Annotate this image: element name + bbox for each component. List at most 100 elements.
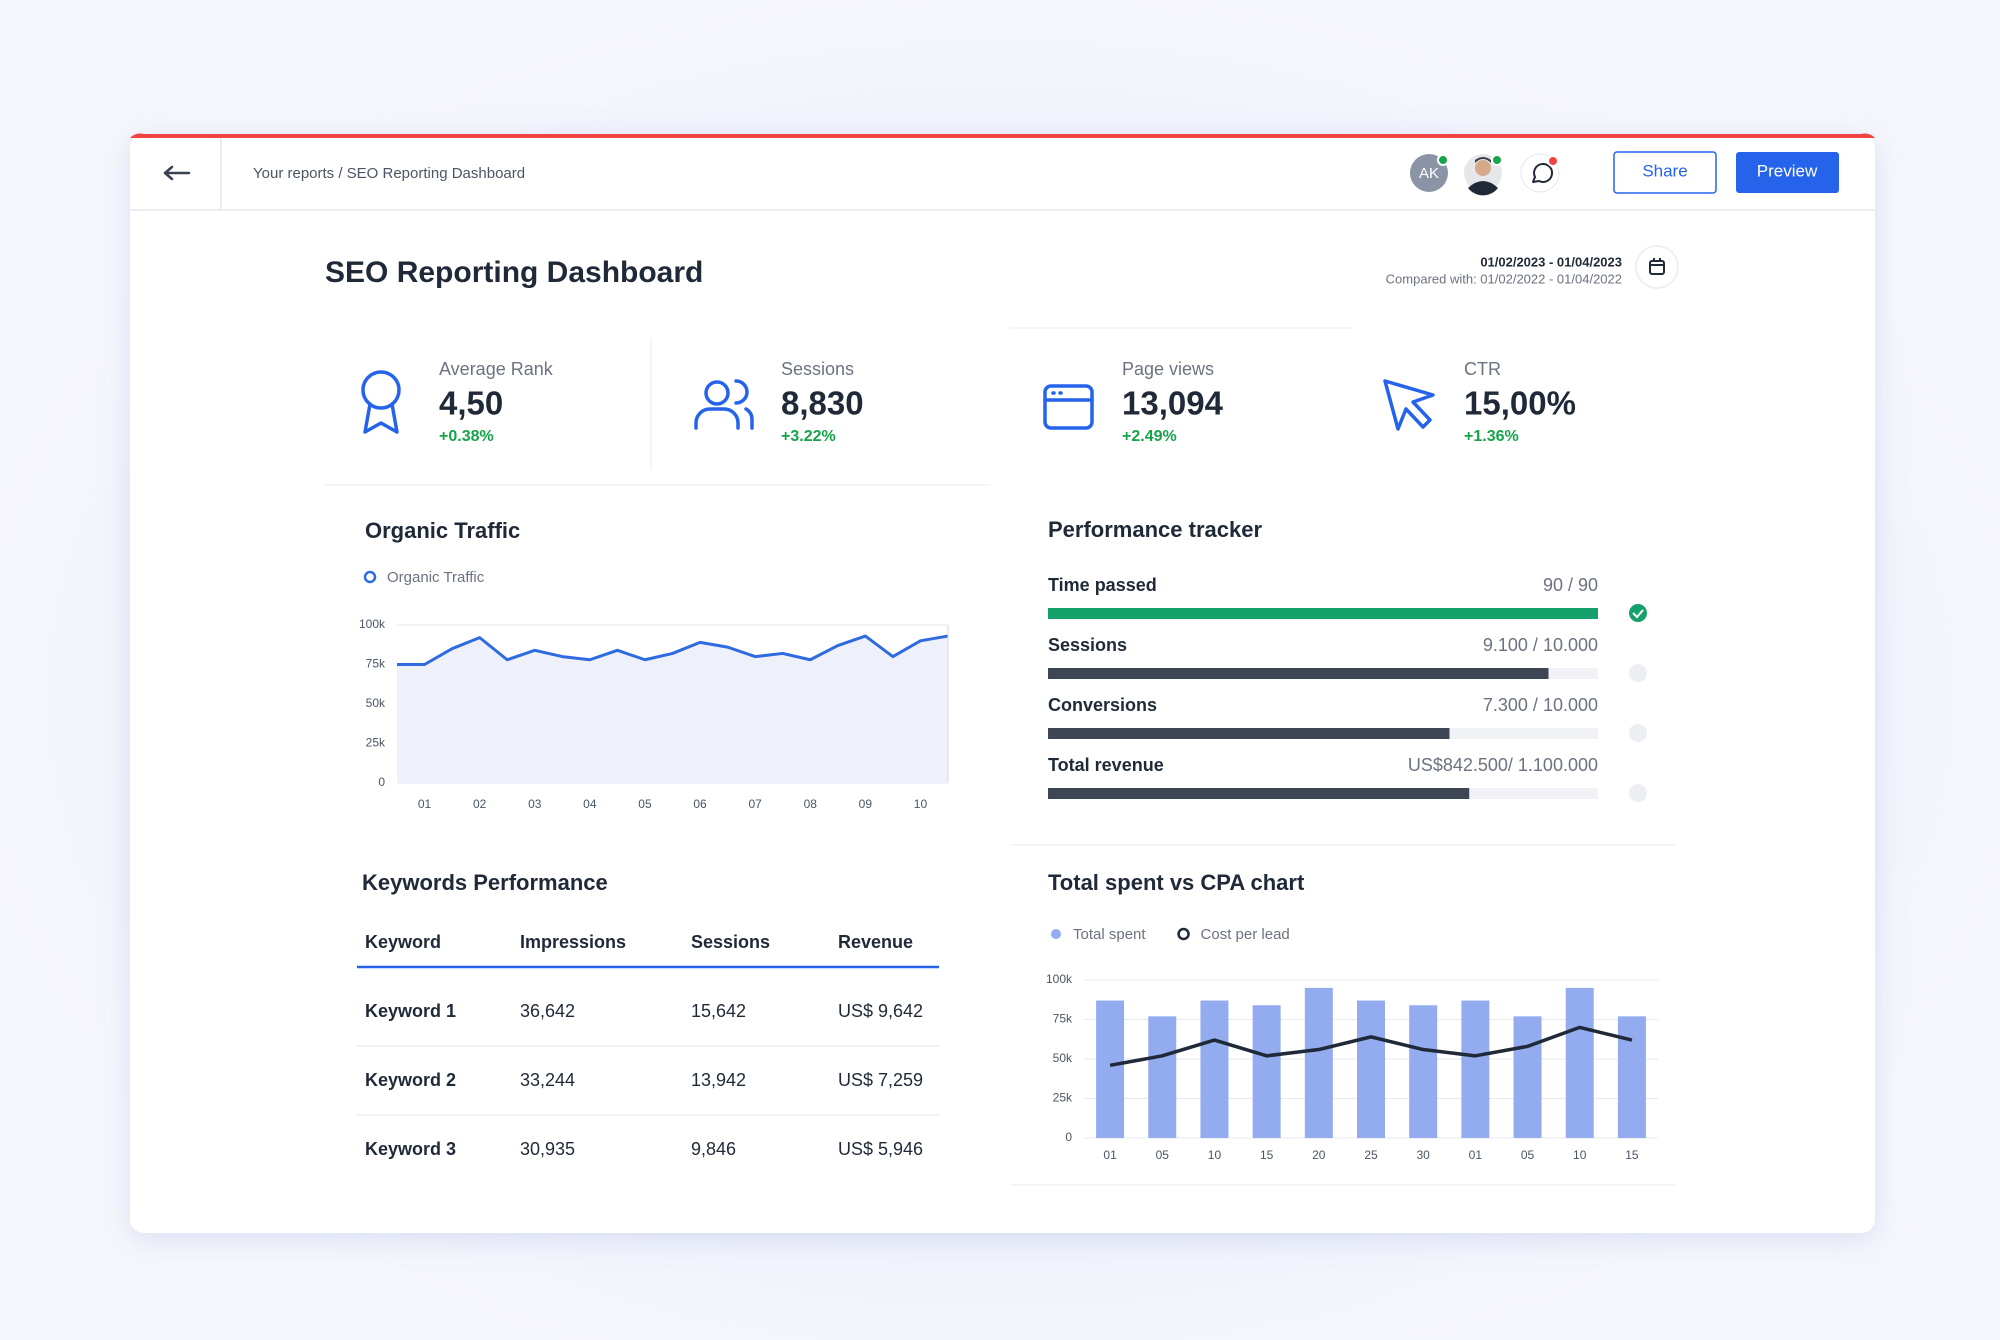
- table-cell: 30,935: [520, 1139, 575, 1159]
- back-button[interactable]: [163, 165, 191, 181]
- column-header: Revenue: [838, 932, 913, 952]
- x-tick-label: 07: [748, 797, 762, 811]
- tracker-bar: [1048, 668, 1549, 679]
- x-tick-label: 20: [1312, 1148, 1326, 1162]
- tracker-status: [1629, 784, 1647, 802]
- y-tick-label: 50k: [1053, 1051, 1073, 1065]
- table-cell: 33,244: [520, 1070, 575, 1090]
- y-tick-label: 50k: [366, 696, 386, 710]
- tracker-bar: [1048, 788, 1470, 799]
- x-tick-label: 08: [804, 797, 818, 811]
- x-tick-label: 10: [1208, 1148, 1222, 1162]
- y-tick-label: 100k: [359, 617, 386, 631]
- x-tick-label: 06: [693, 797, 707, 811]
- table-cell: Keyword 2: [365, 1070, 456, 1090]
- table-cell: US$ 7,259: [838, 1070, 923, 1090]
- share-label[interactable]: Share: [1642, 161, 1687, 180]
- check-icon: [1632, 609, 1644, 619]
- y-tick-label: 0: [378, 775, 385, 789]
- table-cell: Keyword 3: [365, 1139, 456, 1159]
- x-tick-label: 10: [914, 797, 928, 811]
- legend-marker: [1177, 927, 1190, 941]
- kpi-label: CTR: [1464, 359, 1501, 379]
- tracker-value: 7.300 / 10.000: [1483, 695, 1598, 715]
- preview-button[interactable]: [1736, 152, 1839, 193]
- table-cell: Keyword 1: [365, 1001, 456, 1021]
- kpi-change: +1.36%: [1464, 428, 1519, 445]
- legend-marker: [363, 570, 377, 584]
- x-tick-label: 10: [1573, 1148, 1587, 1162]
- status-dot: [1437, 154, 1449, 166]
- legend-label: Organic Traffic: [387, 569, 485, 586]
- x-tick-label: 01: [418, 797, 432, 811]
- x-tick-label: 25: [1364, 1148, 1378, 1162]
- x-tick-label: 15: [1625, 1148, 1639, 1162]
- column-header: Sessions: [691, 932, 770, 952]
- x-tick-label: 05: [1521, 1148, 1535, 1162]
- legend-label: Total spent: [1073, 926, 1146, 943]
- bar: [1565, 987, 1594, 1138]
- kpi-value: 15,00%: [1464, 385, 1576, 422]
- area-fill: [397, 636, 948, 783]
- bar: [1200, 1000, 1229, 1138]
- tracker-title: Performance tracker: [1048, 517, 1262, 542]
- bar: [1252, 1005, 1281, 1138]
- table-cell: US$ 9,642: [838, 1001, 923, 1021]
- line: [1109, 1025, 1633, 1068]
- column-header: Keyword: [365, 932, 441, 952]
- column-header: Impressions: [520, 932, 626, 952]
- calendar-button[interactable]: [1635, 245, 1679, 289]
- kpi-change: +3.22%: [781, 428, 836, 445]
- y-tick-label: 0: [1065, 1130, 1072, 1144]
- date-compare: Compared with: 01/02/2022 - 01/04/2022: [1386, 271, 1622, 286]
- tracker-value: US$842.500/ 1.100.000: [1408, 755, 1598, 775]
- bar: [1096, 1000, 1125, 1138]
- tracker-label: Sessions: [1048, 635, 1127, 655]
- top-accent: [130, 133, 1875, 138]
- kpi-value: 8,830: [781, 385, 864, 422]
- bar: [1304, 987, 1333, 1138]
- y-tick-label: 75k: [1053, 1012, 1073, 1026]
- page-title: SEO Reporting Dashboard: [325, 256, 703, 289]
- line: [397, 634, 949, 666]
- x-tick-label: 01: [1469, 1148, 1483, 1162]
- tracker-value: 9.100 / 10.000: [1483, 635, 1598, 655]
- y-tick-label: 75k: [366, 657, 386, 671]
- share-button[interactable]: [1613, 151, 1717, 194]
- tracker-status: [1629, 724, 1647, 742]
- bar: [1617, 1016, 1646, 1138]
- legend-label: Cost per lead: [1201, 926, 1290, 943]
- comments-button[interactable]: [1520, 153, 1560, 193]
- breadcrumb[interactable]: Your reports / SEO Reporting Dashboard: [253, 165, 525, 182]
- x-tick-label: 15: [1260, 1148, 1274, 1162]
- x-tick-label: 30: [1417, 1148, 1431, 1162]
- bar: [1513, 1016, 1542, 1138]
- table-cell: 15,642: [691, 1001, 746, 1021]
- table-cell: 9,846: [691, 1139, 736, 1159]
- date-range: 01/02/2023 - 01/04/2023: [1480, 254, 1622, 269]
- browser-icon: [1043, 384, 1094, 430]
- rank-icon: [361, 370, 401, 434]
- y-tick-label: 25k: [1053, 1091, 1073, 1105]
- bar: [1461, 1000, 1490, 1138]
- kpi-change: +0.38%: [439, 428, 494, 445]
- preview-label[interactable]: Preview: [1757, 161, 1818, 180]
- users-icon: [694, 379, 754, 430]
- legend-marker: [1051, 929, 1061, 939]
- y-tick-label: 100k: [1046, 972, 1073, 986]
- kpi-change: +2.49%: [1122, 428, 1177, 445]
- table-cell: 13,942: [691, 1070, 746, 1090]
- avatar-photo[interactable]: [1464, 154, 1503, 196]
- x-tick-label: 01: [1103, 1148, 1117, 1162]
- tracker-status: [1629, 604, 1647, 622]
- tracker-status: [1629, 664, 1647, 682]
- table-title: Keywords Performance: [362, 870, 608, 895]
- x-tick-label: 09: [859, 797, 873, 811]
- avatar-initials: AK: [1419, 165, 1439, 182]
- table-cell: US$ 5,946: [838, 1139, 923, 1159]
- x-tick-label: 05: [1156, 1148, 1170, 1162]
- x-tick-label: 04: [583, 797, 597, 811]
- card: [130, 134, 1875, 1233]
